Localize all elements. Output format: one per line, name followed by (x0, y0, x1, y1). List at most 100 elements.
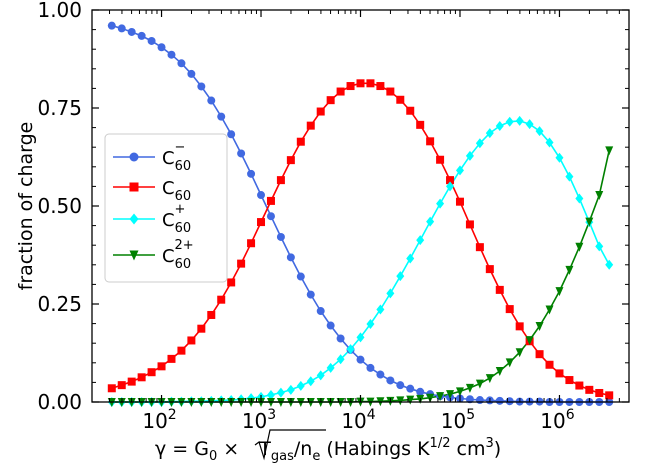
x-label-sqrt-sub: gas (271, 449, 294, 464)
data-point-c60-minus (157, 43, 166, 52)
data-point-c60 (595, 388, 604, 397)
data-point-c60-minus (167, 50, 176, 59)
data-point-c60 (356, 79, 365, 88)
data-point-c60 (117, 381, 126, 390)
data-point-c60-2plus (455, 387, 464, 397)
data-point-c60-2plus (495, 367, 504, 377)
data-point-c60-plus (446, 181, 455, 192)
data-point-c60 (137, 373, 146, 382)
x-label-units-b: cm (450, 438, 485, 460)
data-point-c60 (545, 360, 554, 369)
data-point-c60-plus (396, 271, 405, 282)
chart-axes: 0.00 0.25 0.50 0.75 1.00 102 103 104 105 106 (37, 0, 630, 433)
data-point-c60 (555, 369, 564, 378)
y-tick-label: 0.75 (37, 96, 82, 120)
data-point-c60-minus (207, 96, 216, 105)
data-point-c60-2plus (605, 146, 614, 156)
data-point-c60-minus (396, 381, 405, 390)
data-point-c60-plus (575, 193, 584, 204)
data-point-c60-plus (356, 332, 365, 343)
x-label-units-c: ) (494, 438, 501, 460)
data-point-c60-minus (257, 191, 266, 200)
x-label-sub-e: e (312, 449, 320, 464)
legend-label-c60-minus: C60− (162, 140, 191, 174)
data-point-c60 (147, 368, 156, 377)
data-point-c60-minus (177, 59, 186, 68)
data-point-c60 (386, 87, 395, 96)
data-point-c60-minus (266, 212, 275, 221)
data-point-c60-minus (475, 396, 484, 405)
data-point-c60-plus (316, 370, 325, 381)
data-point-c60-2plus (406, 395, 415, 405)
data-point-c60 (247, 239, 256, 248)
sqrt-sign (254, 429, 326, 461)
data-point-c60-minus (326, 321, 335, 330)
x-label-slash: /n (294, 438, 312, 460)
data-point-c60-plus (505, 116, 514, 127)
data-point-c60-minus (366, 363, 375, 372)
data-point-c60 (416, 120, 425, 129)
data-point-c60-plus (595, 241, 604, 252)
data-point-c60-plus (386, 288, 395, 299)
data-point-c60 (505, 305, 514, 314)
data-point-c60-plus (555, 152, 564, 163)
data-point-c60-plus (416, 235, 425, 246)
data-point-c60 (107, 384, 116, 393)
x-tick-label: 105 (441, 407, 475, 433)
data-point-c60-2plus (545, 305, 554, 315)
data-point-c60-minus (306, 290, 315, 299)
data-point-c60-minus (386, 376, 395, 385)
y-tick-label: 0.50 (37, 194, 82, 218)
data-point-c60-2plus (446, 390, 455, 400)
data-point-c60 (426, 137, 435, 146)
data-point-c60-minus (495, 396, 504, 405)
data-point-c60-minus (316, 307, 325, 316)
data-point-c60 (346, 82, 355, 91)
data-point-c60-plus (515, 115, 524, 126)
data-point-c60 (366, 79, 375, 88)
data-point-c60 (436, 155, 445, 164)
data-point-c60-minus (376, 370, 385, 379)
legend-label-c60-plus: C60+ (162, 202, 191, 236)
data-point-c60-minus (465, 395, 474, 404)
data-point-c60-minus (187, 69, 196, 78)
data-point-c60-minus (217, 112, 226, 121)
data-point-c60-minus (117, 24, 126, 33)
y-tick-label: 0.00 (37, 390, 82, 414)
data-point-c60-plus (296, 380, 305, 391)
data-point-c60-plus (455, 165, 464, 176)
data-point-c60-2plus (535, 321, 544, 331)
data-point-c60-plus (436, 198, 445, 209)
data-point-c60-minus (276, 232, 285, 241)
data-point-c60-plus (565, 171, 574, 182)
data-point-c60 (406, 106, 415, 115)
data-point-c60 (396, 95, 405, 104)
data-point-c60 (585, 385, 594, 394)
data-point-c60-plus (286, 384, 295, 395)
data-point-c60-2plus (396, 396, 405, 406)
data-point-c60-plus (465, 150, 474, 161)
data-point-c60-minus (107, 21, 116, 30)
data-point-c60 (266, 196, 275, 205)
legend-marker-c60 (129, 182, 139, 192)
data-point-c60-minus (127, 27, 136, 36)
data-point-c60-plus (495, 121, 504, 132)
x-label-units-sup: 1/2 (430, 436, 451, 451)
x-label-sqrt-body: T (258, 438, 271, 460)
data-point-c60-2plus (515, 348, 524, 358)
data-point-c60-2plus (595, 191, 604, 201)
data-point-c60 (535, 350, 544, 359)
data-point-c60 (276, 176, 285, 185)
data-point-c60 (475, 243, 484, 252)
data-point-c60-plus (366, 318, 375, 329)
data-point-c60-2plus (475, 379, 484, 389)
data-point-c60 (326, 96, 335, 105)
x-tick-label: 106 (540, 407, 574, 433)
data-point-c60-plus (406, 253, 415, 264)
data-point-c60 (217, 295, 226, 304)
data-point-c60-plus (306, 376, 315, 387)
data-point-c60-minus (197, 82, 206, 91)
data-point-c60-2plus (565, 265, 574, 275)
data-point-c60-plus (485, 128, 494, 139)
